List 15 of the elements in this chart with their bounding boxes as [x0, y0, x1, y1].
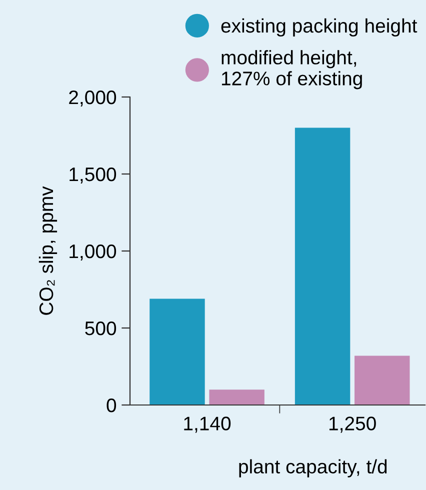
y-axis-title: CO₂ slip, ppmv — [38, 186, 58, 315]
y-tick-label: 500 — [85, 321, 116, 336]
bar — [209, 390, 264, 405]
bar — [150, 298, 205, 405]
y-tick-label: 1,000 — [70, 244, 116, 261]
bar — [294, 128, 350, 405]
y-tick-label: 1,500 — [70, 167, 116, 184]
legend-label: modified height, 127% of existing — [222, 50, 362, 90]
x-tick-label: 1,140 — [184, 416, 231, 433]
x-axis-title: plant capacity, t/d — [239, 459, 387, 478]
y-tick-label: 0 — [106, 398, 116, 412]
y-tick-label: 2,000 — [69, 90, 116, 107]
x-tick-label: 1,250 — [329, 416, 376, 433]
legend-label: existing packing height — [221, 18, 418, 37]
bar — [354, 356, 410, 405]
